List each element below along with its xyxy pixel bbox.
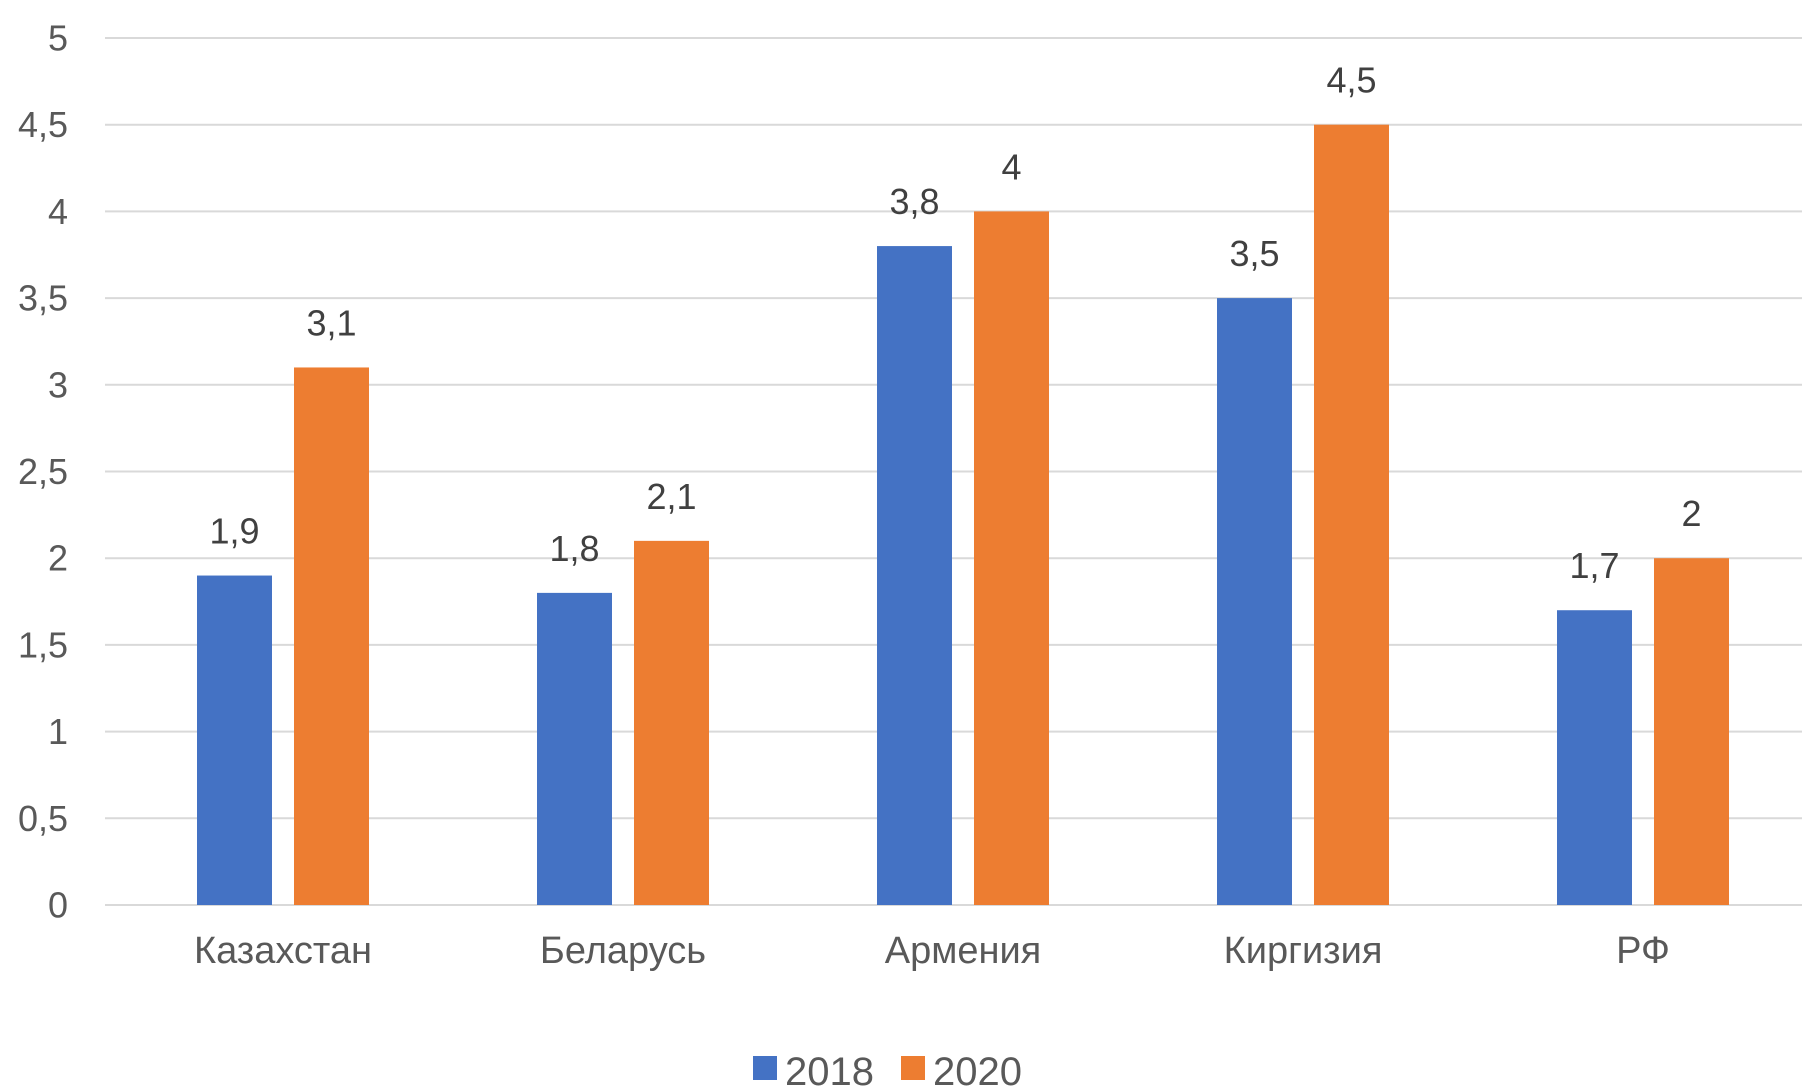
data-label: 2,1 bbox=[646, 476, 696, 517]
bar-2020 bbox=[294, 367, 369, 905]
y-tick-label: 2 bbox=[48, 538, 68, 579]
y-tick-label: 4,5 bbox=[18, 104, 68, 145]
x-tick-label: Киргизия bbox=[1224, 930, 1383, 972]
x-tick-label: Казахстан bbox=[194, 930, 372, 972]
y-tick-label: 2,5 bbox=[18, 451, 68, 492]
legend-swatch-2020 bbox=[901, 1056, 925, 1080]
data-label: 3,8 bbox=[889, 181, 939, 222]
y-tick-label: 5 bbox=[48, 18, 68, 59]
x-tick-label: Армения bbox=[885, 930, 1042, 972]
data-label: 1,9 bbox=[209, 511, 259, 552]
legend-swatch-2018 bbox=[753, 1056, 777, 1080]
bar-2018 bbox=[877, 246, 952, 905]
data-label: 4 bbox=[1001, 146, 1021, 187]
legend-label-2018: 2018 bbox=[785, 1050, 874, 1090]
y-tick-label: 4 bbox=[48, 191, 68, 232]
y-tick-label: 0,5 bbox=[18, 798, 68, 839]
bar-2020 bbox=[634, 541, 709, 905]
y-tick-label: 1 bbox=[48, 711, 68, 752]
x-axis-labels: Казахстан Беларусь Армения Киргизия РФ bbox=[194, 930, 1670, 972]
bar-2020 bbox=[1654, 558, 1729, 905]
x-tick-label: Беларусь bbox=[540, 930, 706, 972]
bar-2018 bbox=[1217, 298, 1292, 905]
data-label: 3,1 bbox=[306, 302, 356, 343]
bar-2018 bbox=[537, 593, 612, 905]
y-axis-ticks: 0 0,5 1 1,5 2 2,5 3 3,5 4 4,5 5 bbox=[18, 18, 68, 926]
y-tick-label: 1,5 bbox=[18, 624, 68, 665]
y-tick-label: 3 bbox=[48, 364, 68, 405]
data-label: 1,8 bbox=[549, 528, 599, 569]
data-label: 3,5 bbox=[1229, 233, 1279, 274]
bar-2018 bbox=[1557, 610, 1632, 905]
bars bbox=[197, 125, 1729, 905]
data-labels: 1,9 3,1 1,8 2,1 3,8 4 3,5 4,5 1,7 2 bbox=[209, 60, 1701, 587]
x-tick-label: РФ bbox=[1616, 930, 1670, 972]
bar-2020 bbox=[974, 211, 1049, 905]
y-tick-label: 0 bbox=[48, 885, 68, 926]
data-label: 4,5 bbox=[1326, 60, 1376, 101]
data-label: 1,7 bbox=[1569, 545, 1619, 586]
bar-2020 bbox=[1314, 125, 1389, 905]
legend: 2018 2020 bbox=[753, 1050, 1022, 1090]
data-label: 2 bbox=[1681, 493, 1701, 534]
bar-2018 bbox=[197, 576, 272, 905]
legend-label-2020: 2020 bbox=[933, 1050, 1022, 1090]
y-tick-label: 3,5 bbox=[18, 278, 68, 319]
